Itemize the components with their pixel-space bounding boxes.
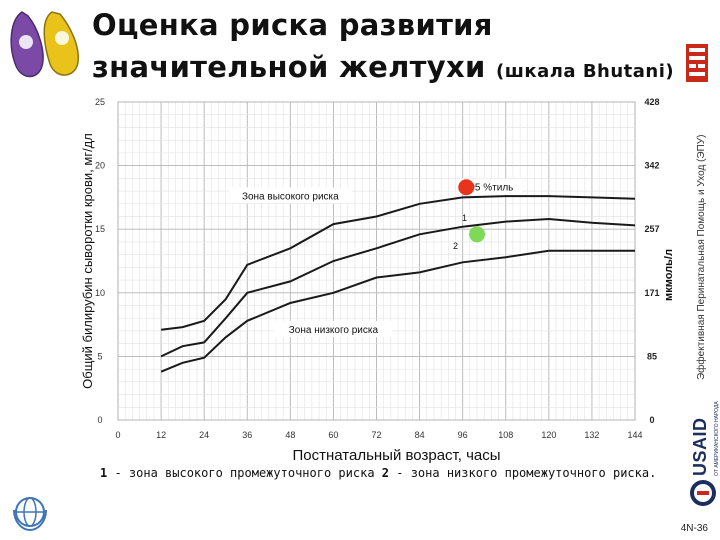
who-emblem-icon (13, 497, 47, 532)
x-tick-label: 24 (199, 430, 209, 440)
annotation-label: Зона низкого риска (289, 325, 379, 336)
chart-grid (117, 101, 636, 421)
slide-number: 4N-36 (680, 523, 708, 534)
y-axis-right-title: мкмоль/л (663, 249, 675, 301)
slide-title-line1: Оценка риска развития (92, 8, 493, 42)
isi-logo (686, 44, 708, 82)
x-tick-label: 120 (541, 430, 556, 440)
annotation-label: 1 (462, 213, 467, 223)
x-tick-label: 144 (627, 430, 642, 440)
slide-title-sub: (шкала Bhutani) (496, 61, 675, 82)
slide-title-line2: значительной желтухи (шкала Bhutani) (92, 50, 674, 84)
usaid-tagline: ОТ АМЕРИКАНСКОГО НАРОДА (714, 401, 720, 476)
chart-axes: 0 12 24 36 48 60 72 84 96 108 120 132 14405101520250… (80, 97, 675, 464)
x-tick-label: 72 (371, 430, 381, 440)
y-axis-title: Общий билирубин сыворотки крови, мг/дл (80, 133, 95, 389)
series-line-2 (160, 217, 636, 358)
x-tick-label: 108 (498, 430, 513, 440)
usaid-seal-icon (690, 480, 716, 506)
marker-dot-1 (458, 179, 475, 196)
x-tick-label: 132 (584, 430, 599, 440)
chart-labels: Зона высокого риска Зона низкого риска 95 … (229, 178, 522, 337)
x-tick-label: 84 (415, 430, 425, 440)
y-right-tick-label: 85 (647, 351, 657, 361)
x-axis-title: Постнатальный возраст, часы (292, 447, 500, 464)
slide-title-main: значительной желтухи (92, 50, 486, 84)
chart-footnote: 1 - зона высокого промежуточного риска 2… (100, 466, 660, 480)
annotation-label: 95 %тиль (469, 182, 513, 193)
zone-label-bg (460, 178, 522, 195)
zone-label-bg (229, 187, 352, 204)
usaid-logo: USAID (690, 417, 710, 476)
x-tick-label: 12 (156, 430, 166, 440)
footnote-num-1: 1 (100, 466, 108, 480)
series-line-3 (160, 249, 635, 373)
x-tick-label: 60 (328, 430, 338, 440)
annotation-label: 2 (453, 241, 458, 251)
y-right-tick-label: 0 (649, 415, 654, 425)
x-tick-label: 36 (242, 430, 252, 440)
program-logo (4, 6, 84, 86)
vertical-credit: Эффективная Перинатальная Помощь и Уход … (696, 134, 707, 380)
footnote-text-2: - зона низкого промежуточного риска. (389, 466, 657, 480)
annotation-label: Зона высокого риска (242, 191, 339, 202)
y-tick-label: 25 (95, 97, 105, 107)
y-tick-label: 20 (95, 161, 105, 171)
y-tick-label: 5 (97, 351, 102, 361)
y-right-tick-label: 342 (644, 161, 659, 171)
series-line-1 (160, 195, 636, 331)
marker-dot-2 (469, 226, 486, 243)
y-right-tick-label: 428 (644, 97, 659, 107)
zone-label-bg (275, 320, 392, 337)
y-right-tick-label: 257 (644, 224, 659, 234)
y-tick-label: 0 (97, 415, 102, 425)
footnote-num-2: 2 (381, 466, 390, 480)
x-tick-label: 96 (458, 430, 468, 440)
y-tick-label: 10 (95, 288, 105, 298)
x-tick-label: 48 (285, 430, 295, 440)
y-tick-label: 15 (95, 224, 105, 234)
chart-series (160, 195, 636, 373)
x-tick-label: 0 (115, 430, 120, 440)
footnote-text-1: - зона высокого промежуточного риска (107, 466, 382, 480)
y-right-tick-label: 171 (644, 288, 659, 298)
